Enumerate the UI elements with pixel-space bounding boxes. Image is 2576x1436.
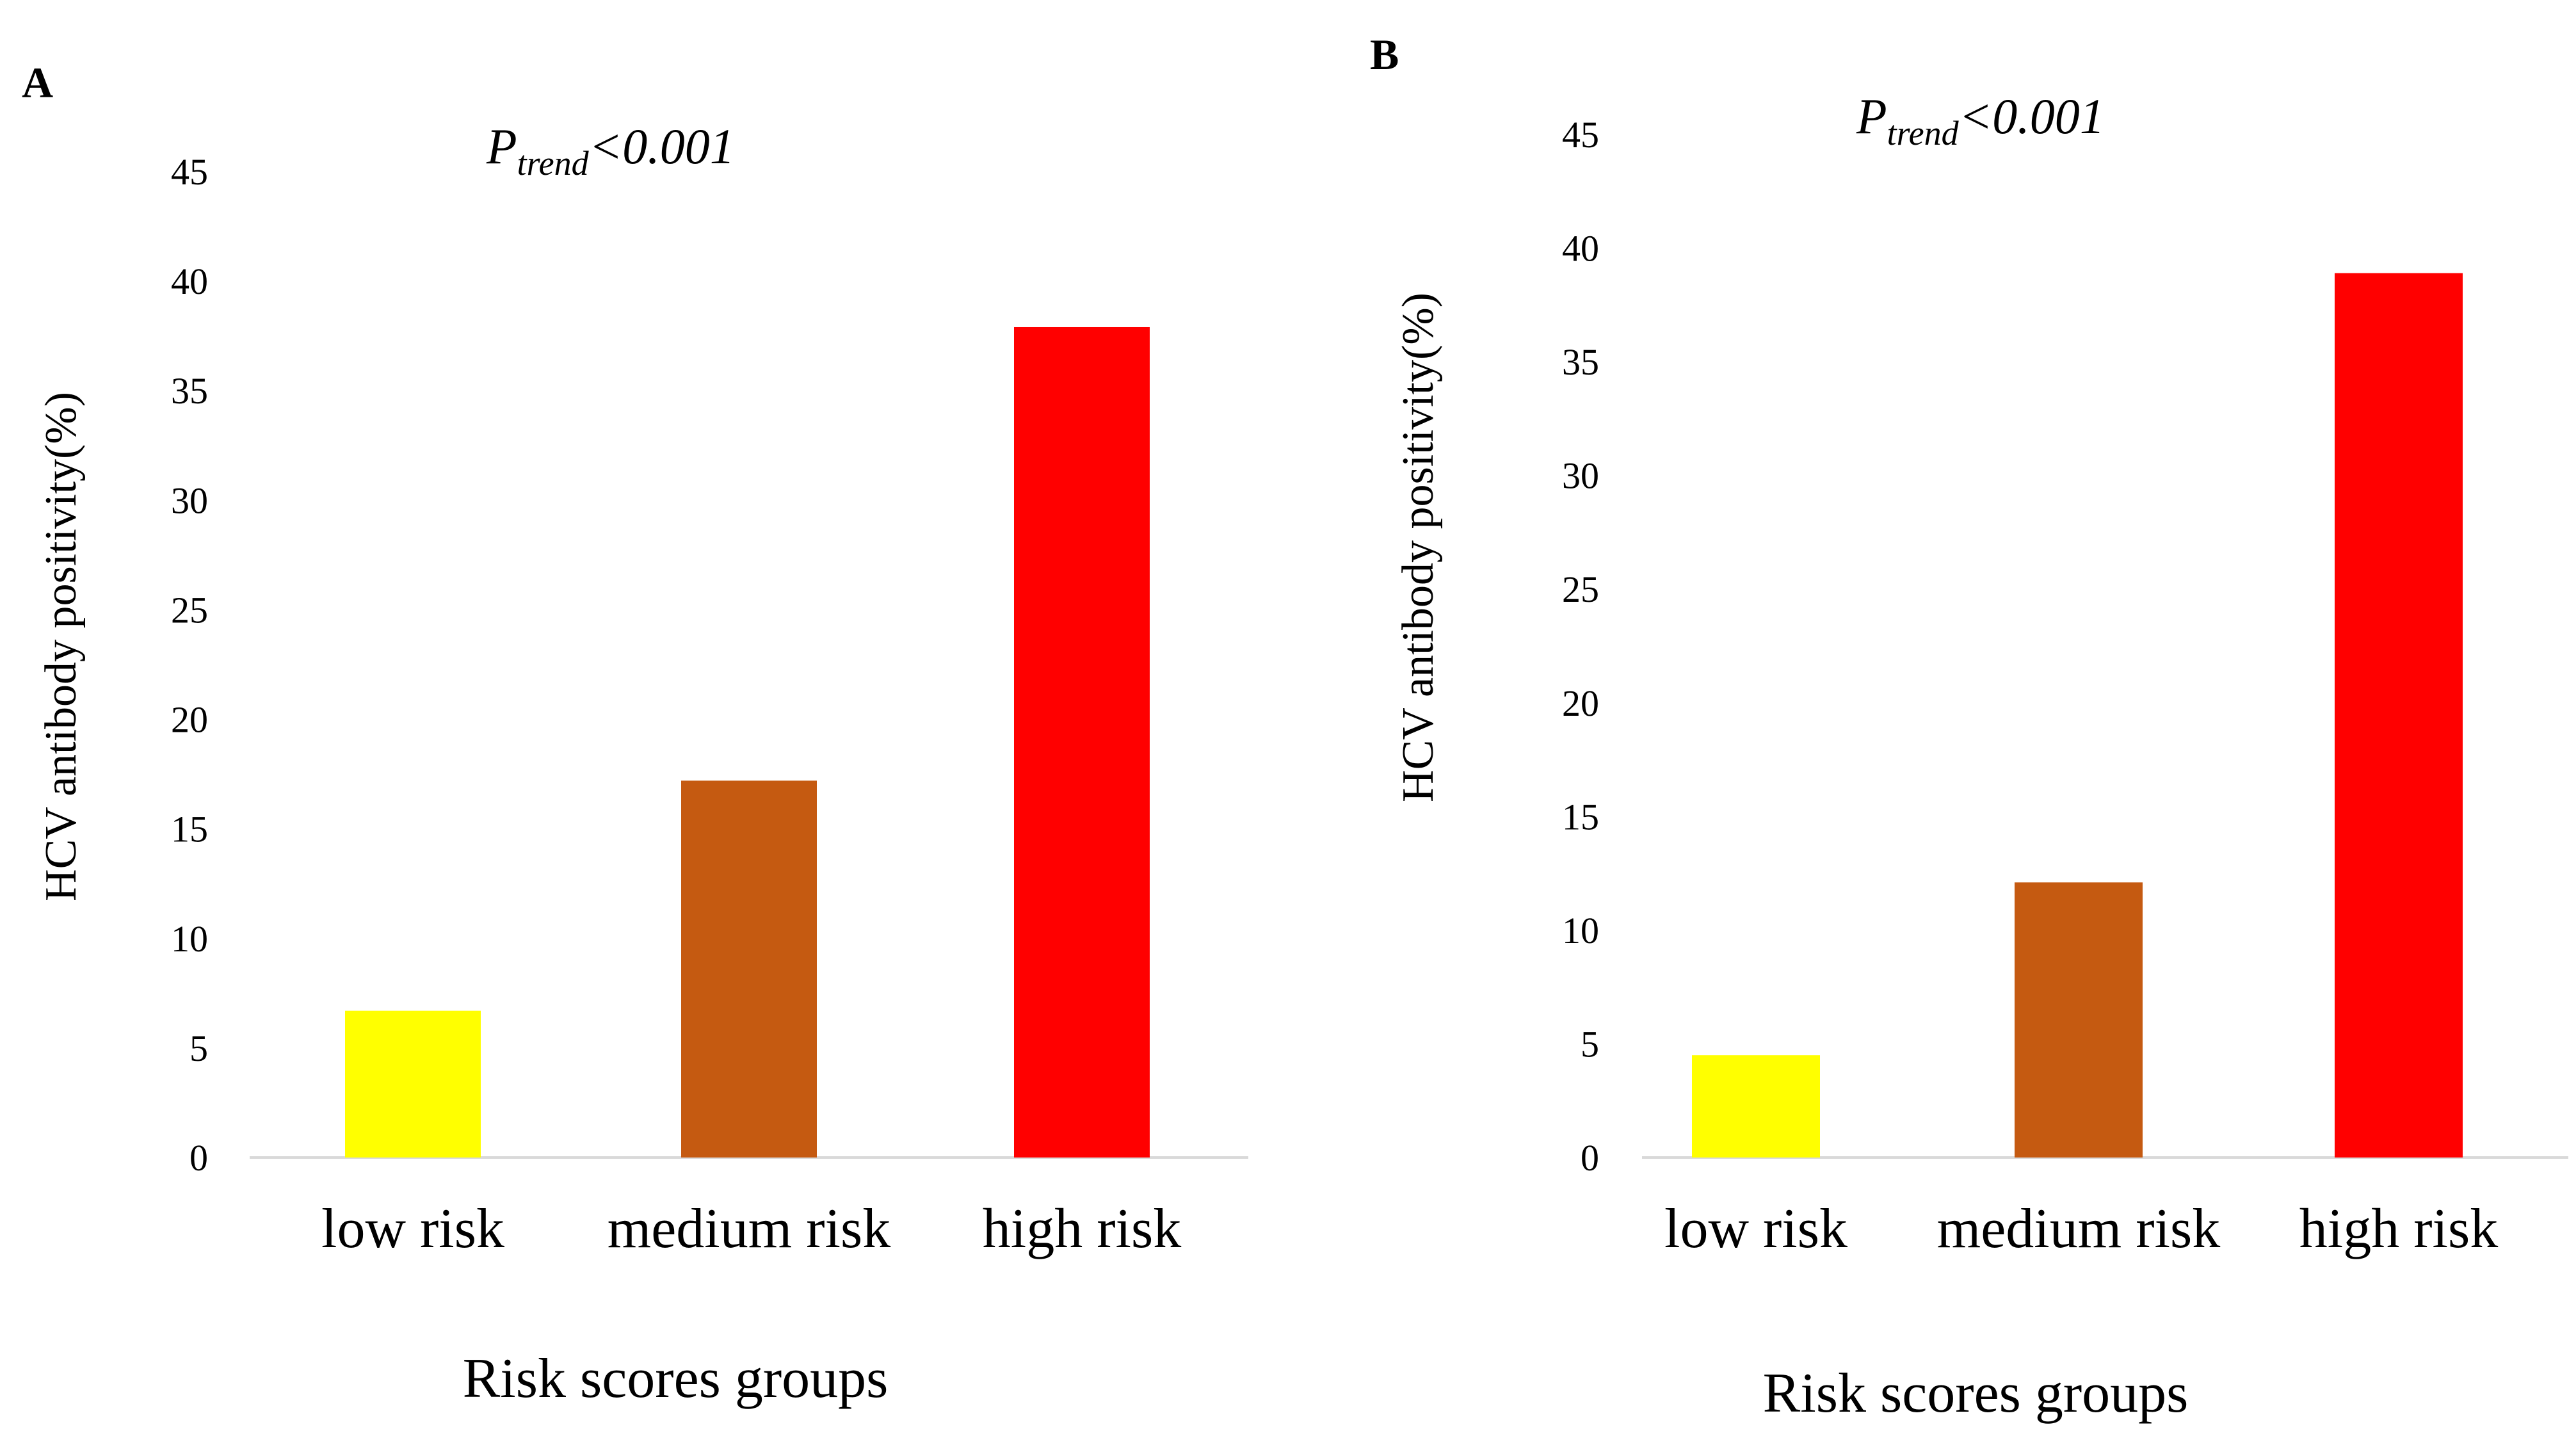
y-tick-label: 45: [1562, 114, 1599, 156]
y-tick-label: 10: [171, 918, 208, 960]
y-tick-label: 35: [171, 370, 208, 412]
y-tick-label: 20: [171, 699, 208, 741]
y-tick-label: 15: [171, 809, 208, 850]
y-axis-title: HCV antibody positivity(%): [36, 392, 86, 901]
bar-high-risk: [2335, 273, 2463, 1158]
y-tick-label: 5: [1581, 1023, 1599, 1065]
y-axis-title: HCV antibody positivity(%): [1394, 293, 1443, 802]
p-trend-value: <0.001: [589, 118, 735, 174]
y-tick-label: 35: [1562, 341, 1599, 383]
y-tick-label: 40: [171, 261, 208, 302]
p-trend-symbol: P: [1856, 88, 1887, 144]
p-trend-value: <0.001: [1959, 88, 2105, 144]
bar-medium-risk: [2015, 882, 2143, 1158]
chart-panel-a: A Ptrend<0.001 0 5 10 15 20 25 30 35 40 45 low risk m…: [22, 58, 1248, 1410]
bar-high-risk: [1014, 327, 1150, 1158]
y-tick-label: 10: [1562, 910, 1599, 951]
x-category-label: medium risk: [1937, 1198, 2220, 1260]
bar-medium-risk: [681, 780, 817, 1158]
bar-low-risk: [1692, 1055, 1820, 1158]
p-trend-subscript: trend: [1887, 114, 1960, 152]
x-category-label: high risk: [983, 1198, 1181, 1260]
x-category-label: high risk: [2299, 1198, 2498, 1260]
y-tick-label: 20: [1562, 682, 1599, 724]
p-trend-subscript: trend: [517, 144, 590, 182]
p-trend-annotation: Ptrend<0.001: [1856, 88, 2105, 152]
panel-letter: B: [1370, 30, 1399, 79]
y-tick-label: 45: [171, 151, 208, 193]
p-trend-annotation: Ptrend<0.001: [486, 118, 735, 182]
y-tick-label: 30: [171, 480, 208, 521]
y-tick-label: 25: [1562, 569, 1599, 610]
x-category-label: low risk: [321, 1198, 504, 1260]
panel-letter: A: [22, 58, 53, 107]
x-axis-title: Risk scores groups: [463, 1348, 889, 1410]
y-tick-label: 5: [189, 1028, 208, 1069]
chart-panel-b: B Ptrend<0.001 0 5 10 15 20 25 30 35 40 45 low risk m…: [1370, 30, 2568, 1424]
x-axis-title: Risk scores groups: [1763, 1362, 2189, 1424]
y-tick-label: 0: [1581, 1137, 1599, 1179]
y-tick-label: 15: [1562, 796, 1599, 837]
y-tick-label: 0: [189, 1137, 208, 1179]
x-category-label: medium risk: [608, 1198, 890, 1260]
y-tick-label: 40: [1562, 228, 1599, 270]
x-category-label: low risk: [1664, 1198, 1847, 1260]
y-tick-label: 30: [1562, 455, 1599, 497]
y-tick-label: 25: [171, 589, 208, 631]
bar-low-risk: [345, 1010, 481, 1158]
p-trend-symbol: P: [486, 118, 517, 174]
